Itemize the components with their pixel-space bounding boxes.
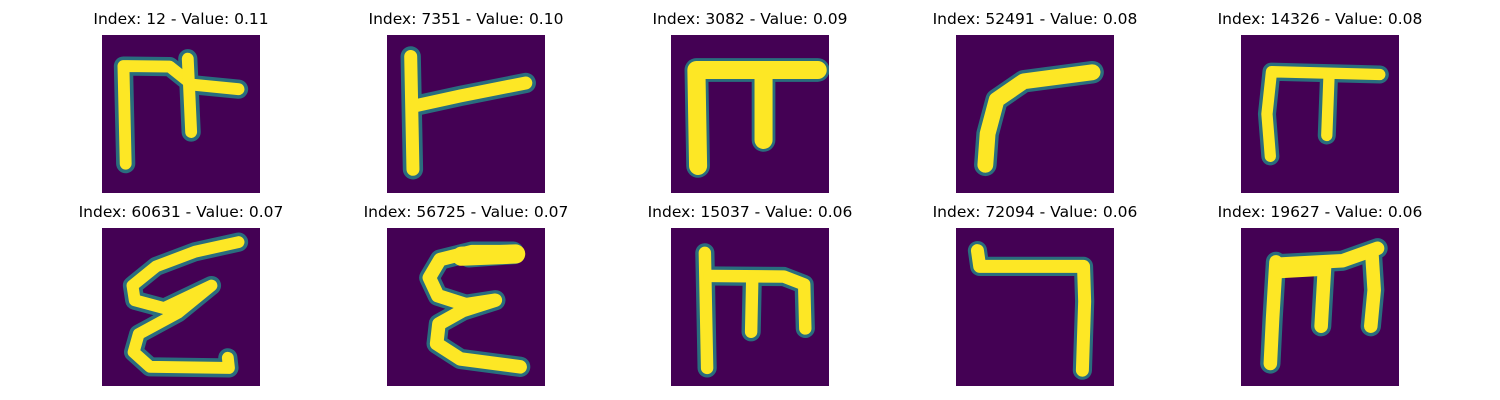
panel-title-6: Index: 60631 - Value: 0.07: [79, 205, 284, 221]
panel-title-1: Index: 12 - Value: 0.11: [93, 12, 268, 28]
glyph-image-6: [102, 228, 260, 386]
glyph-image-1: [102, 35, 260, 193]
glyph-image-2: [387, 35, 545, 193]
panel-title-9: Index: 72094 - Value: 0.06: [933, 205, 1138, 221]
glyph-image-7: [387, 228, 545, 386]
glyph-image-10: [1241, 228, 1399, 386]
panel-title-10: Index: 19627 - Value: 0.06: [1218, 205, 1423, 221]
panel-title-7: Index: 56725 - Value: 0.07: [364, 205, 569, 221]
glyph-image-3: [671, 35, 829, 193]
panel-title-3: Index: 3082 - Value: 0.09: [653, 12, 848, 28]
glyph-image-5: [1241, 35, 1399, 193]
panel-title-4: Index: 52491 - Value: 0.08: [933, 12, 1138, 28]
glyph-image-8: [671, 228, 829, 386]
glyph-image-4: [956, 35, 1114, 193]
glyph-image-9: [956, 228, 1114, 386]
panel-title-2: Index: 7351 - Value: 0.10: [369, 12, 564, 28]
panel-title-8: Index: 15037 - Value: 0.06: [648, 205, 853, 221]
panel-title-5: Index: 14326 - Value: 0.08: [1218, 12, 1423, 28]
